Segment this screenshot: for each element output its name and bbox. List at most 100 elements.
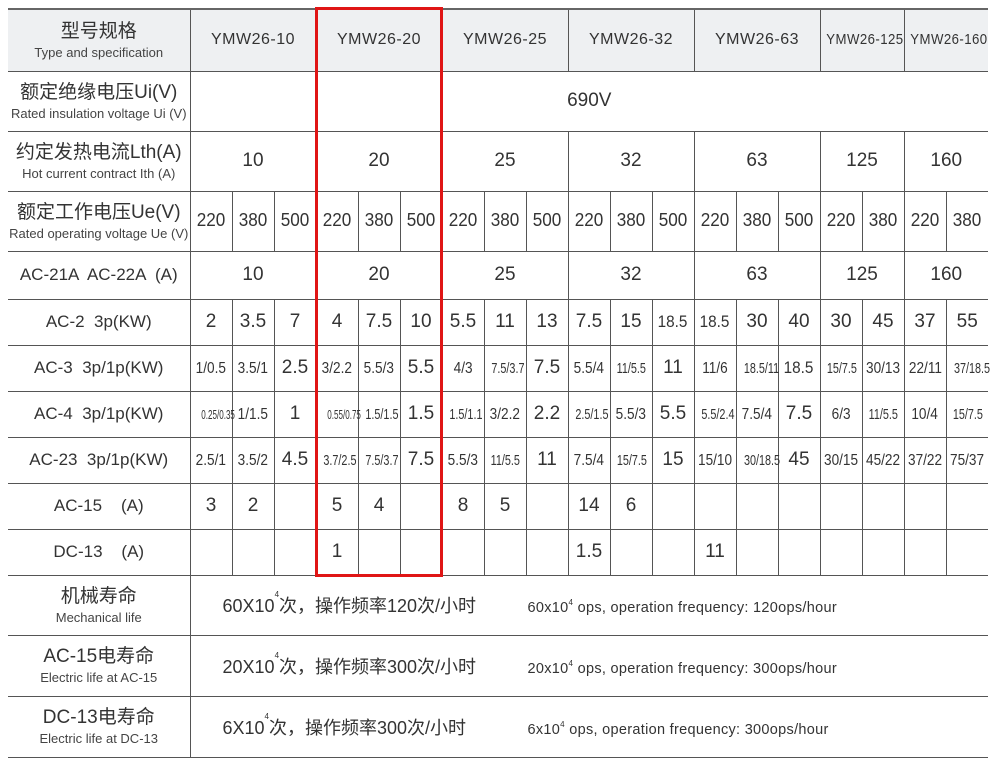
cell-text: YMW26-25 — [462, 31, 548, 49]
value-cell: 15/7.5 — [819, 344, 863, 392]
value-cell — [273, 482, 317, 530]
value-cell — [945, 482, 988, 530]
cell-text: 10 — [242, 264, 264, 285]
cell-text: 4 — [373, 495, 385, 516]
value-cell: 11 — [651, 344, 695, 392]
value-cell — [861, 482, 905, 530]
text: 6x10 — [527, 721, 561, 738]
value-cell: 11/5.5 — [483, 436, 527, 484]
row-label: AC-2 3p(KW) — [8, 298, 191, 346]
life-value: 20X104次，操作频率300次/小时 20x104 ops, operation… — [190, 634, 988, 697]
row-dc13: DC-13 (A) 1 1.5 11 — [8, 528, 988, 576]
cell-text: 220 — [196, 210, 226, 230]
value-cell — [693, 482, 737, 530]
cell-text: 4.5 — [281, 449, 309, 470]
cell-text: 5 — [331, 495, 343, 516]
cell-text: 30 — [746, 311, 768, 332]
cell-text: 15/7.5 — [616, 452, 647, 469]
cell-text: 45/22 — [865, 452, 901, 469]
value-cell: 37 — [903, 298, 947, 346]
cell-text: 5.5 — [449, 311, 477, 332]
label-cn: 型号规格 — [60, 20, 137, 42]
label-en: Rated insulation voltage Ui (V) — [10, 105, 187, 121]
label-en: Hot current contract Ith (A) — [22, 165, 176, 181]
cell-text: 7.5 — [365, 311, 393, 332]
value-cell: 7.5/4 — [567, 436, 611, 484]
value-cell: 10 — [399, 298, 443, 346]
value-cell: 7.5/3.7 — [483, 344, 527, 392]
cell-text: 7.5 — [575, 311, 603, 332]
cell-text: 5.5/2.4 — [700, 406, 734, 423]
row-ac2: AC-2 3p(KW) 2 3.5 7 4 7.5 10 5.5 11 13 7.5 15 18.5 18… — [8, 298, 988, 346]
cell-text: 7 — [289, 311, 301, 332]
cell-text: 3/2.2 — [321, 360, 353, 377]
cell-text: 380 — [742, 210, 772, 230]
value-cell: 15/7.5 — [609, 436, 653, 484]
value-cell: 18.5 — [693, 298, 737, 346]
value-cell: 7.5/3.7 — [357, 436, 401, 484]
value-cell: 380 — [357, 190, 401, 252]
cell-text: 6 — [625, 495, 637, 516]
value-cell: 380 — [945, 190, 988, 252]
cell-text: 15 — [662, 449, 684, 470]
value-cell: 4/3 — [441, 344, 485, 392]
value-cell: 15/10 — [693, 436, 737, 484]
value-cell — [609, 528, 653, 576]
value-cell — [189, 528, 233, 576]
value-cell: 160 — [903, 130, 988, 192]
value-cell: 30 — [735, 298, 779, 346]
cell-text: 160 — [930, 150, 963, 171]
value-cell: 500 — [399, 190, 443, 252]
value-cell: 3/2.2 — [483, 390, 527, 438]
value-cell — [273, 528, 317, 576]
cell-text: 220 — [448, 210, 478, 230]
value-cell: 10/4 — [903, 390, 947, 438]
value-cell: 45 — [777, 436, 821, 484]
value-cell: 5.5/4 — [567, 344, 611, 392]
value-cell: 15 — [609, 298, 653, 346]
label-en: Type and specification — [34, 44, 164, 60]
cell-text: 14 — [578, 495, 600, 516]
cell-text: 1.5 — [575, 541, 603, 562]
value-cell: 4.5 — [273, 436, 317, 484]
cell-text: 11 — [663, 357, 683, 378]
cell-text: 2 — [205, 311, 217, 332]
label: AC-21A AC-22A (A) — [19, 265, 178, 284]
value-cell: 2.5/1.5 — [567, 390, 611, 438]
cell-text: 37/18.5 — [953, 360, 990, 377]
value-cell: 22/11 — [903, 344, 947, 392]
value-cell: 10 — [189, 130, 317, 192]
value-cell — [819, 482, 863, 530]
text: 60X10 — [222, 596, 275, 616]
cell-text: 11 — [537, 449, 557, 470]
value-cell: 63 — [693, 250, 821, 300]
cell-text: 380 — [868, 210, 898, 230]
text: 次，操作频率300次/小时 — [279, 656, 477, 677]
cell-text: 7.5 — [407, 449, 435, 470]
value-cell: 5.5 — [441, 298, 485, 346]
cell-text: YMW26-160 — [909, 31, 988, 49]
row-lth: 约定发热电流Lth(A) Hot current contract Ith (A)… — [8, 130, 988, 192]
cell-text: 11/5.5 — [616, 360, 646, 377]
row-label: 约定发热电流Lth(A) Hot current contract Ith (A) — [8, 130, 191, 192]
model-header: YMW26-10 — [189, 8, 317, 72]
row-label: AC-3 3p/1p(KW) — [8, 344, 191, 392]
model-header: YMW26-20 — [315, 8, 443, 72]
value-cell: 18.5 — [777, 344, 821, 392]
life-value-en: 6x104 ops, operation frequency: 300ops/h… — [527, 720, 829, 738]
value-cell — [357, 528, 401, 576]
value-cell: 220 — [315, 190, 359, 252]
value-cell: 220 — [903, 190, 947, 252]
row-label: 机械寿命 Mechanical life — [8, 574, 191, 636]
cell-text: 75/37 — [950, 452, 985, 469]
cell-text: 220 — [910, 210, 940, 230]
cell-text: 3 — [205, 495, 217, 516]
life-value-en: 60x104 ops, operation frequency: 120ops/… — [528, 598, 837, 616]
value-cell: 37/22 — [903, 436, 947, 484]
value-cell: 3 — [189, 482, 233, 530]
label-en: Rated operating voltage Ue (V) — [9, 225, 189, 241]
value-cell: 3/2.2 — [315, 344, 359, 392]
value-cell: 5.5/2.4 — [693, 390, 737, 438]
cell-text: 1 — [331, 541, 343, 562]
value-cell: 160 — [903, 250, 988, 300]
